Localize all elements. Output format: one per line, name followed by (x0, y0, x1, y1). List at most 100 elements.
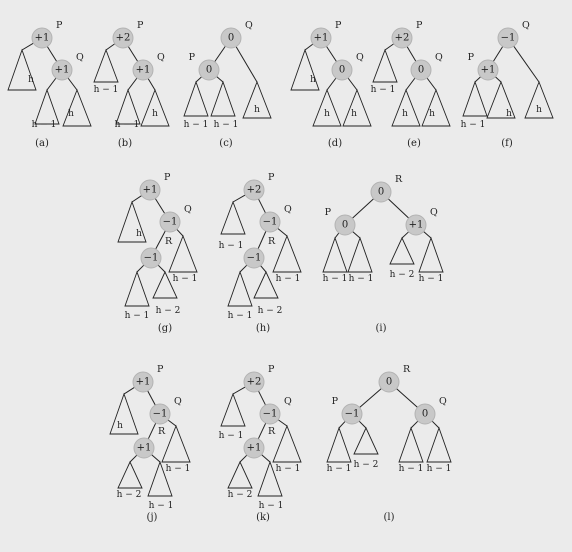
tree-diagram-d: h h h +1 P 0Q (d) (290, 20, 372, 149)
tree-node (477, 59, 499, 81)
tree-edge (232, 386, 246, 395)
tree-edge (46, 46, 58, 62)
tree-node (497, 27, 519, 49)
node-name-label: P (325, 207, 332, 218)
tree-edge (105, 43, 116, 51)
tree-node (334, 214, 356, 236)
balance-factor: −1 (163, 217, 178, 228)
subtree-height-label: h (254, 105, 260, 115)
node-name-label: P (137, 20, 144, 31)
node-name-label: R (165, 236, 173, 247)
subtree-height-label: h (28, 75, 34, 85)
tree-edge (232, 194, 246, 203)
subtree-triangle (253, 270, 279, 299)
node-name-label: P (468, 52, 475, 63)
tree-edge (258, 390, 266, 406)
tree-diagram-e: h − 1 h h +2 P 0Q (e) (371, 20, 451, 149)
tree-edge (474, 76, 481, 83)
balance-factor: +1 (137, 443, 152, 454)
tree-edge (131, 195, 142, 203)
subtree-height-label: h (136, 229, 142, 239)
tree-node (378, 371, 400, 393)
subtree-triangle (342, 88, 372, 127)
subtree-height-label: h − 1 (323, 274, 348, 284)
subtree-triangle (227, 270, 253, 307)
subtree-height-label: h (117, 421, 123, 431)
subtree-height-label: h − 1 (32, 120, 57, 130)
tree-edge (384, 43, 395, 51)
tree-node (198, 59, 220, 81)
tree-edge (239, 264, 248, 273)
balance-factor: +2 (395, 33, 410, 44)
balance-factor: −1 (263, 409, 278, 420)
subtree-triangle (426, 426, 452, 463)
tree-edge (147, 78, 156, 91)
subtree-height-label: h (152, 109, 158, 119)
tree-edge (136, 264, 145, 273)
node-name-label: Q (430, 207, 438, 218)
subtree-height-label: h − 2 (228, 490, 253, 500)
node-name-label: Q (174, 396, 182, 407)
balance-factor: +1 (143, 185, 158, 196)
subtree-triangle (147, 460, 173, 497)
node-name-label: R (268, 426, 276, 437)
subtree-triangle (272, 234, 302, 273)
subtree-triangle (62, 88, 92, 127)
tree-node (31, 27, 53, 49)
subtree-triangle (372, 48, 398, 83)
tree-edge (492, 46, 504, 62)
diagram-caption: (e) (407, 138, 421, 149)
node-name-label: Q (439, 396, 447, 407)
subtree-height-label: h (536, 105, 542, 115)
subtree-triangle (210, 80, 236, 117)
subtree-height-label: h − 2 (156, 306, 181, 316)
subtree-triangle (353, 426, 379, 455)
balance-factor: +1 (247, 443, 262, 454)
diagram-caption: (a) (35, 138, 49, 149)
node-name-label: Q (284, 204, 292, 215)
tree-edge (239, 454, 248, 463)
node-name-label: P (157, 364, 164, 375)
tree-node (139, 179, 161, 201)
subtree-height-label: h − 1 (166, 464, 191, 474)
node-name-label: Q (356, 52, 364, 63)
tree-edge (176, 228, 184, 237)
tree-edge (326, 77, 337, 91)
subtree-triangle (117, 200, 147, 243)
diagram-caption: (c) (219, 138, 233, 149)
balance-factor: +1 (55, 65, 70, 76)
subtree-triangle (115, 88, 141, 125)
node-name-label: Q (435, 52, 443, 63)
tree-node (132, 59, 154, 81)
tree-diagram-b: h − 1 h − 1 h +2 P +1 Q (b) (93, 20, 170, 149)
subtree-height-label: h − 1 (173, 274, 198, 284)
subtree-triangle (322, 236, 348, 273)
tree-edge (167, 419, 177, 427)
subtree-triangle (290, 48, 320, 91)
tree-node (259, 211, 281, 233)
subtree-height-label: h − 1 (427, 464, 452, 474)
subtree-height-label: h − 1 (349, 274, 374, 284)
tree-edge (495, 76, 502, 83)
tree-node (410, 59, 432, 81)
tree-edge (261, 454, 271, 463)
tree-edge (347, 77, 358, 91)
balance-factor: −1 (247, 253, 262, 264)
tree-diagram-h: h − 1 h − 1 h − 2 h − 1 +2 P −1 Q −1 R (h) (219, 172, 302, 334)
tree-edge (127, 77, 138, 91)
tree-edge (129, 454, 138, 463)
diagram-caption: (f) (501, 138, 513, 149)
diagram-caption: (l) (383, 512, 394, 523)
subtree-triangle (183, 80, 209, 117)
balance-factor: +2 (247, 185, 262, 196)
tree-edge (304, 43, 314, 51)
tree-node (51, 59, 73, 81)
subtree-triangle (7, 48, 37, 91)
tree-diagram-k: h − 1 h − 2 h − 1 h − 1 +2 P −1 Q +1 R (k) (219, 364, 302, 523)
subtree-height-label: h − 1 (149, 501, 174, 511)
subtree-height-label: h − 2 (390, 270, 415, 280)
